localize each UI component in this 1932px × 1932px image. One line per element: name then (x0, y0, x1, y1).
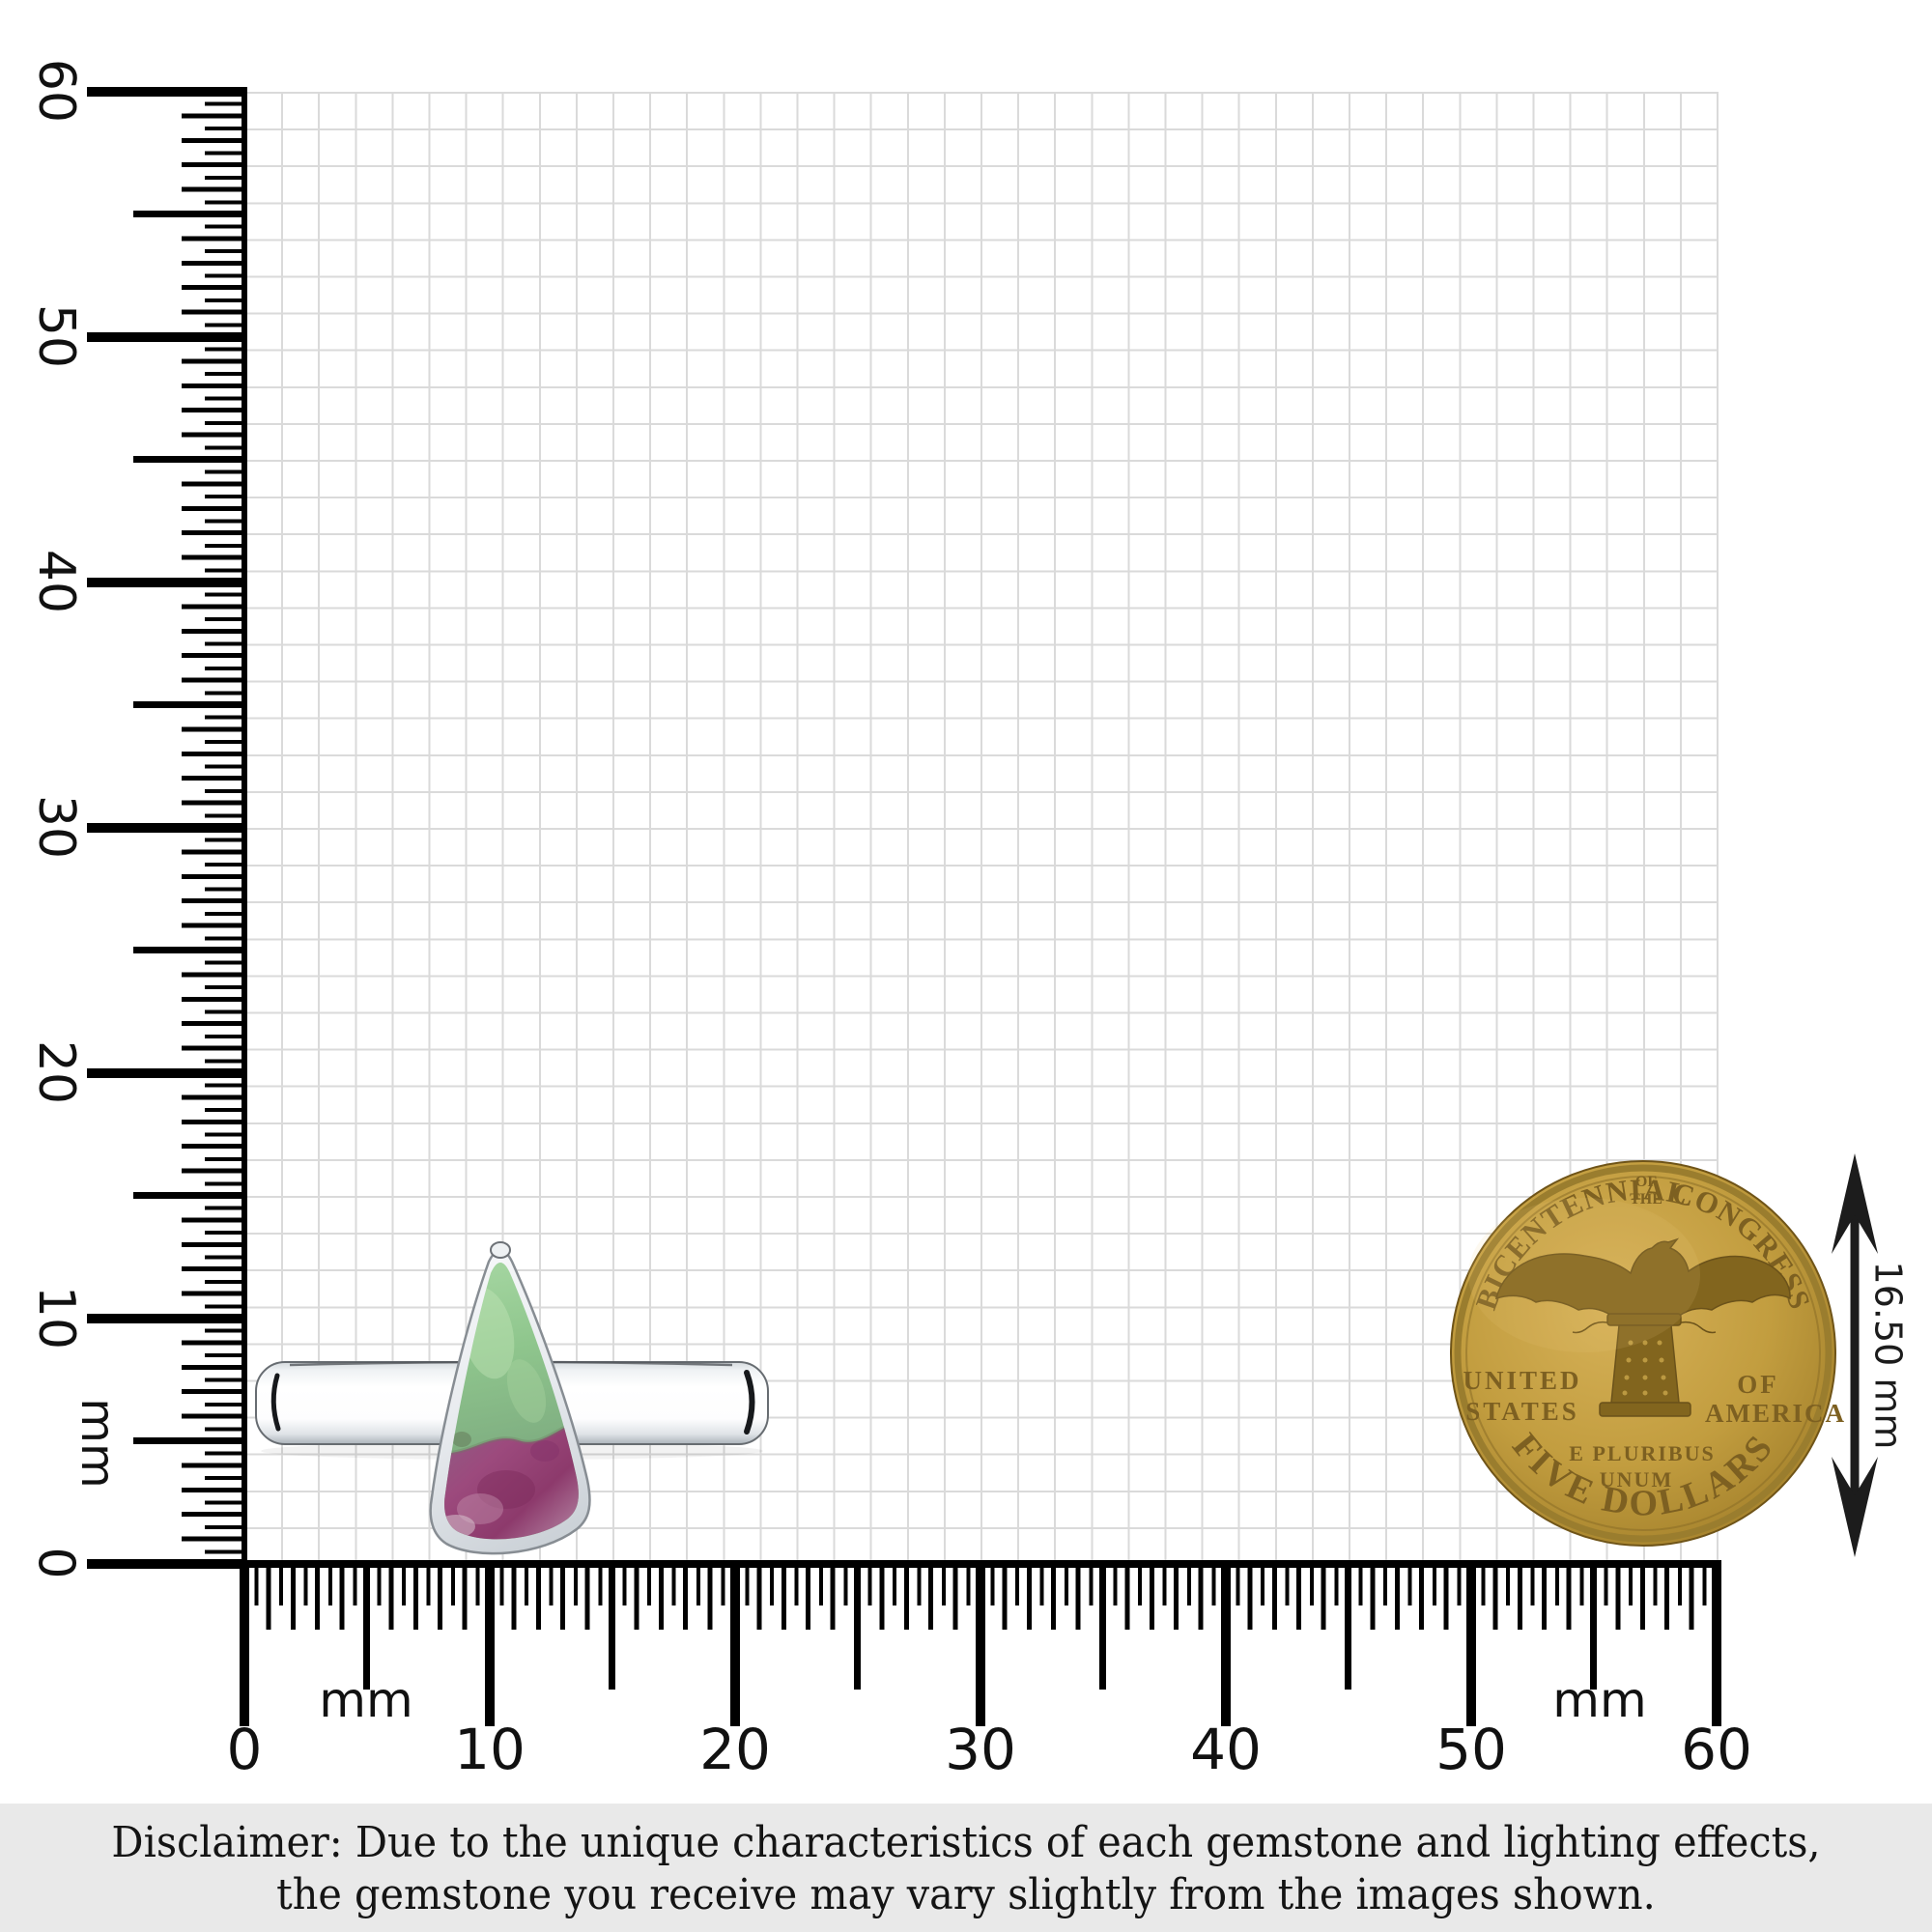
silver-ring (255, 1241, 769, 1555)
coin-text-unum: UNUM (1600, 1467, 1673, 1492)
coin-measurement-arrow: 16.50 mm (1832, 1153, 1910, 1557)
bezel-tip (490, 1241, 511, 1259)
coin-rim (1454, 1164, 1833, 1543)
bottom-ruler-baseline (240, 1560, 1721, 1568)
ruby-zoisite-gemstone (444, 1263, 579, 1540)
eagle-icon (1494, 1237, 1791, 1417)
gem-texture (452, 1432, 471, 1447)
disclaimer-line-1: Disclaimer: Due to the unique characteri… (111, 1818, 1821, 1867)
podium-texture (1622, 1340, 1668, 1396)
coin-text-of-america-1: OF (1737, 1370, 1779, 1399)
coin-inner-rim (1465, 1176, 1821, 1531)
coin-diameter-label: 16.50 mm (1867, 1262, 1910, 1450)
coin-text-the: THE (1630, 1191, 1662, 1208)
ring-band-right-reflection (744, 1370, 755, 1435)
gemstone-ruby-zone (444, 1410, 579, 1540)
gem-texture (530, 1440, 559, 1462)
disclaimer-line-2: the gemstone you receive may vary slight… (276, 1870, 1656, 1919)
bottom-ruler-label-30: 30 (945, 1717, 1016, 1782)
bottom-ruler-label-50: 50 (1435, 1717, 1507, 1782)
left-ruler-baseline (242, 87, 247, 1569)
arrow-head-up-icon (1832, 1153, 1878, 1254)
gem-texture (457, 1493, 503, 1524)
coin-text-e-pluribus: E PLURIBUS (1569, 1441, 1715, 1465)
coin-text-of-america-2: AMERICA (1705, 1399, 1846, 1428)
gem-texture (506, 1359, 547, 1423)
coin-text-states: STATES (1465, 1397, 1579, 1426)
left-ruler-10mm-ticks (87, 87, 244, 1570)
disclaimer-bar: Disclaimer: Due to the unique characteri… (0, 1804, 1932, 1932)
bottom-ruler-unit-label-right: mm (1552, 1672, 1647, 1728)
ring-band-left-reflection (270, 1373, 281, 1432)
bottom-ruler-unit-label-left: mm (319, 1672, 413, 1728)
gold-coin: BICENTENNIAL CONGRESS OF THE UNITED STAT… (1450, 1160, 1846, 1547)
bottom-ruler-label-0: 0 (226, 1717, 263, 1782)
bottom-ruler-label-20: 20 (699, 1717, 771, 1782)
coin-text-united: UNITED (1463, 1366, 1581, 1395)
bottom-ruler-10mm-ticks (240, 1568, 1721, 1726)
coin-text-of: OF (1635, 1174, 1657, 1190)
bottom-ruler-label-40: 40 (1190, 1717, 1262, 1782)
bottom-ruler-label-60: 60 (1681, 1717, 1752, 1782)
gem-texture (477, 1470, 535, 1509)
arrow-head-down-icon (1832, 1457, 1878, 1557)
coin-sheen (1468, 1198, 1700, 1352)
bottom-ruler-label-10: 10 (454, 1717, 526, 1782)
